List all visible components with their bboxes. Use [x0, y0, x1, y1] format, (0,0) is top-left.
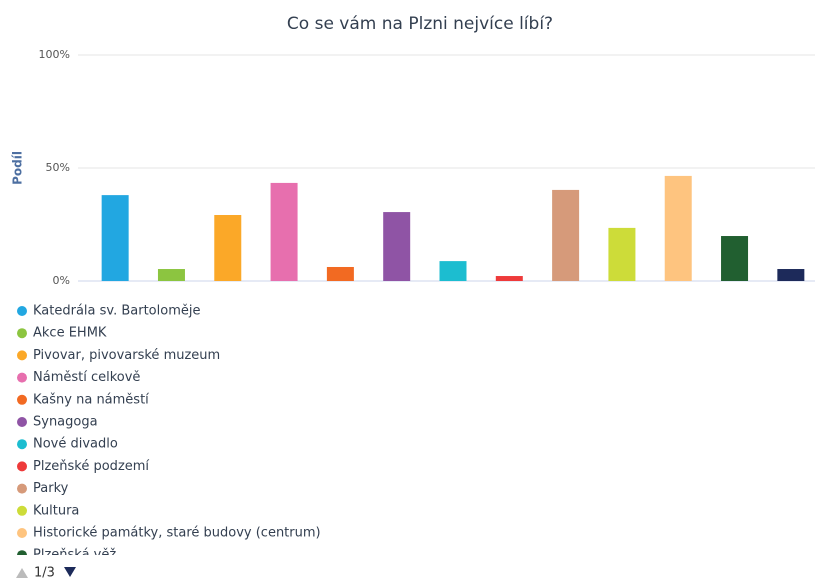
- bar: [157, 269, 185, 281]
- legend-label: Parky: [33, 481, 69, 496]
- legend: Katedrála sv. Bartoloměje Akce EHMK Pivova…: [17, 304, 321, 563]
- legend-marker: [17, 306, 27, 316]
- legend-marker: [17, 439, 27, 450]
- legend-label: Náměstí celkově: [33, 370, 140, 385]
- y-axis-label: Podíl: [11, 151, 25, 185]
- legend-marker: [17, 394, 27, 405]
- bar: [552, 189, 580, 281]
- legend-label: Katedrála sv. Bartoloměje: [33, 304, 200, 319]
- bar: [326, 266, 354, 281]
- bar: [439, 261, 467, 281]
- legend-marker: [17, 372, 27, 383]
- y-tick-label: 50%: [46, 161, 70, 174]
- legend-label: Synagoga: [33, 415, 98, 430]
- legend-label: Kultura: [33, 503, 79, 518]
- legend-page: 1/3: [34, 566, 55, 578]
- legend-marker: [17, 550, 27, 555]
- bar: [214, 215, 242, 281]
- legend-label: Plzeňská věž: [33, 548, 116, 563]
- legend-marker: [17, 328, 27, 339]
- legend-marker: [17, 417, 27, 427]
- legend-marker: [17, 483, 27, 494]
- bar: [721, 236, 749, 281]
- bar: [664, 175, 692, 281]
- legend-label: Kašny na náměstí: [33, 392, 149, 407]
- legend-label: Plzeňské podzemí: [33, 459, 149, 474]
- chart-title: Co se vám na Plzni nejvíce líbí?: [287, 14, 553, 34]
- y-tick-label: 100%: [39, 48, 70, 61]
- legend-label: Pivovar, pivovarské muzeum: [33, 348, 220, 363]
- bar: [495, 276, 523, 281]
- legend-marker: [17, 350, 27, 361]
- y-tick-label: 0%: [53, 274, 70, 287]
- legend-marker: [17, 505, 27, 516]
- legend-label: Akce EHMK: [33, 326, 107, 341]
- bar: [270, 182, 298, 281]
- legend-label: Nové divadlo: [33, 437, 118, 452]
- bar: [101, 195, 129, 281]
- bar: [608, 227, 636, 281]
- legend-marker: [17, 528, 27, 538]
- bar: [383, 212, 411, 281]
- legend-next[interactable]: [64, 567, 76, 577]
- legend-label: Historické památky, staré budovy (centru…: [33, 526, 321, 541]
- bar: [777, 269, 805, 281]
- legend-marker: [17, 461, 27, 472]
- legend-prev[interactable]: [16, 568, 28, 578]
